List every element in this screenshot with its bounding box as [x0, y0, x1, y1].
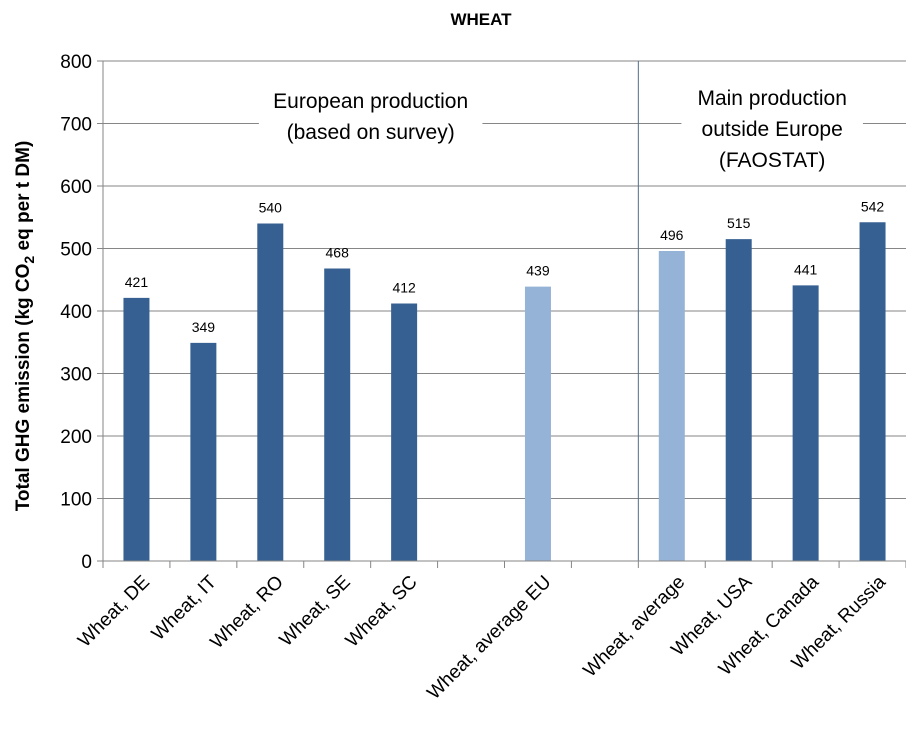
x-tick-label: Wheat, average	[580, 572, 690, 682]
bar	[792, 285, 819, 561]
bar	[257, 223, 284, 561]
chart-title: WHEAT	[450, 10, 512, 29]
data-label: 496	[660, 227, 684, 243]
data-label: 421	[125, 274, 149, 290]
bar	[524, 286, 551, 561]
axes	[97, 60, 906, 568]
y-tick-label: 200	[60, 427, 92, 448]
data-label: 540	[259, 200, 283, 216]
data-label: 412	[392, 280, 416, 296]
bar	[658, 251, 685, 561]
data-label: 349	[192, 319, 216, 335]
bar	[324, 268, 351, 561]
bar	[190, 342, 217, 561]
group-annotation-line: (based on survey)	[287, 121, 455, 144]
group-annotation-line: European production	[273, 90, 468, 113]
data-label: 441	[794, 261, 818, 277]
y-axis-label-subscript: 2	[21, 256, 37, 264]
bar	[123, 297, 150, 561]
annotation-backgrounds	[258, 81, 863, 180]
y-tick-label: 400	[60, 302, 92, 323]
x-tick-label: Wheat, RO	[207, 572, 288, 653]
bar	[725, 239, 752, 561]
y-tick-label: 700	[60, 115, 92, 136]
x-tick-label: Wheat, SC	[342, 572, 422, 652]
group-annotation-line: Main production	[697, 87, 846, 110]
y-axis-label-part-2: eq per t DM)	[13, 141, 34, 256]
x-tick-label: Wheat, DE	[74, 572, 154, 652]
annotation-background	[258, 84, 483, 152]
bars	[123, 222, 886, 561]
y-axis-label: Total GHG emission (kg CO2 eq per t DM)	[13, 141, 37, 512]
y-axis-label-part-1: Total GHG emission (kg CO	[13, 264, 34, 512]
bar	[391, 303, 418, 561]
y-tick-label: 100	[60, 490, 92, 511]
data-label: 542	[861, 198, 885, 214]
y-tick-label: 500	[60, 240, 92, 261]
data-label: 468	[326, 245, 350, 261]
x-tick-label: Wheat, average EU	[423, 572, 555, 704]
gridlines	[103, 60, 906, 499]
group-annotation-line: (FAOSTAT)	[719, 149, 826, 172]
group-annotation-line: outside Europe	[702, 118, 843, 141]
bar	[859, 222, 886, 561]
y-tick-label: 800	[60, 52, 92, 73]
data-label: 439	[526, 263, 550, 279]
y-tick-label: 300	[60, 365, 92, 386]
annotation-background	[681, 81, 863, 180]
y-tick-label: 600	[60, 177, 92, 198]
data-label: 515	[727, 215, 751, 231]
y-tick-label: 0	[81, 552, 92, 573]
